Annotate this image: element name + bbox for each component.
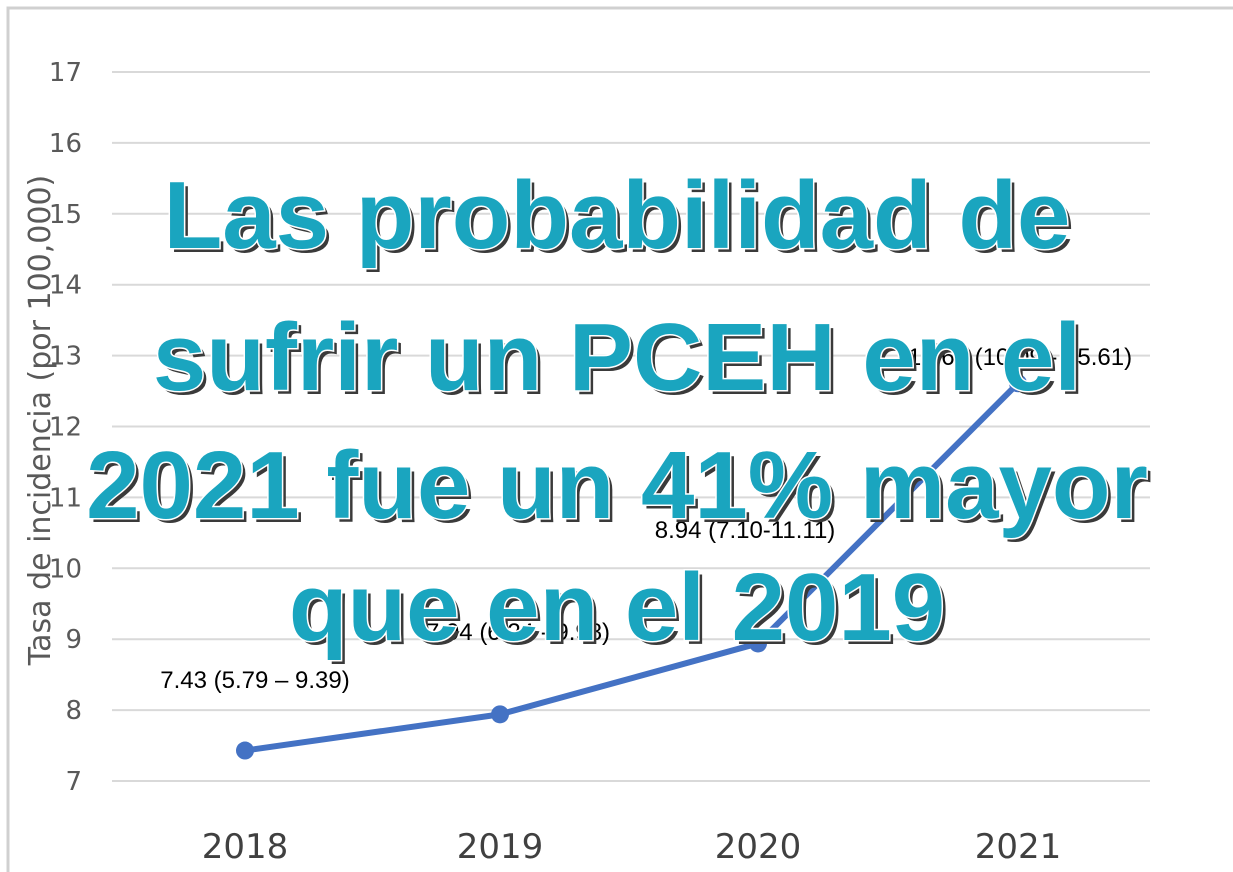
annotation-shadow: que en el 2019 [293,558,949,665]
chart-frame [6,6,1233,872]
annotation-text: que en el 2019 [289,554,945,661]
grid-layer: 7 8 9 10 11 12 13 14 15 16 17 2018 2019 2020 2021 [49,58,1150,867]
y-tick-label: 9 [65,625,82,655]
annotation-shadow: Las probabilidad de [168,166,1075,273]
data-label: 7.43 (5.79 – 9.39) [160,667,349,694]
y-tick-label: 17 [49,58,82,88]
y-tick-label: 12 [49,413,82,443]
data-label: 12.61 (10.09 - 15.61) [908,344,1132,371]
y-tick-label: 16 [49,129,82,159]
annotation-shadow: 2021 fue un 41% mayor [90,436,1152,543]
x-tick-label: 2019 [457,827,544,867]
data-point [491,705,509,724]
data-point [749,634,767,653]
marks-layer: 7.43 (5.79 – 9.39) 7.94 (6.24 - 9.98) 8.94… [160,344,1132,760]
data-label: 7.94 (6.24 - 9.98) [426,619,610,646]
y-axis-label: Tasa de incidencia (por 100,000) [23,175,58,667]
x-tick-label: 2020 [715,827,802,867]
data-point [236,741,254,760]
x-tick-label: 2021 [975,827,1062,867]
y-tick-label: 13 [49,342,82,372]
annotation-text: Las probabilidad de [164,162,1071,269]
annotation-text: sufrir un PCEH en el [153,304,1081,411]
data-point [1009,374,1027,393]
x-tick-label: 2018 [202,827,289,867]
y-tick-label: 10 [49,554,82,584]
y-tick-label: 8 [65,696,82,726]
y-tick-label: 14 [49,271,82,301]
data-label: 8.94 (7.10-11.11) [655,517,836,544]
series-line [244,381,1021,754]
y-tick-label: 15 [49,200,82,230]
annotation-text: 2021 fue un 41% mayor [86,432,1148,539]
y-tick-label: 11 [49,483,82,513]
y-tick-label: 7 [65,767,82,797]
annotation-shadow: sufrir un PCEH en el [157,308,1085,415]
